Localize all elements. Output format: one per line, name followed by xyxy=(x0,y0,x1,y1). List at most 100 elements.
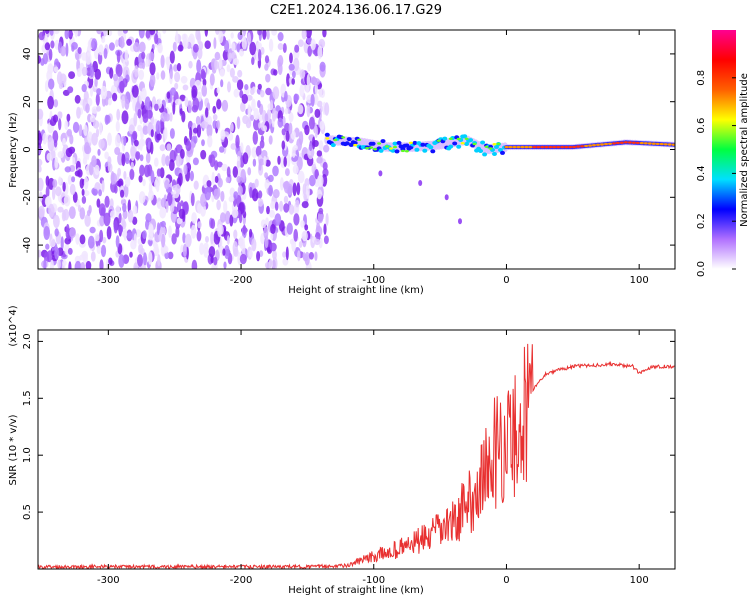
noise-blob xyxy=(282,43,287,53)
noise-blob xyxy=(67,247,73,255)
branch-blob xyxy=(418,180,423,186)
noise-blob xyxy=(99,121,103,135)
signal-peak xyxy=(325,137,330,140)
noise-blob xyxy=(46,152,52,162)
noise-blob xyxy=(264,113,269,123)
noise-blob xyxy=(134,65,139,78)
noise-blob xyxy=(269,209,275,218)
noise-blob xyxy=(83,142,90,154)
noise-blob xyxy=(43,259,47,269)
noise-blob xyxy=(219,69,225,77)
noise-blob xyxy=(223,261,227,269)
x-tick-label: -300 xyxy=(97,575,120,586)
noise-blob xyxy=(155,243,159,256)
noise-blob xyxy=(142,230,147,240)
x-tick-label: 0 xyxy=(503,575,509,586)
noise-blob xyxy=(144,96,151,111)
noise-blob xyxy=(268,135,273,145)
signal-peak xyxy=(353,143,358,147)
noise-blob xyxy=(192,157,199,166)
noise-blob xyxy=(92,120,100,129)
noise-blob xyxy=(115,39,119,48)
noise-blob xyxy=(123,183,129,198)
noise-blob xyxy=(139,154,144,162)
signal-core xyxy=(396,140,402,145)
noise-blob xyxy=(138,69,145,81)
noise-blob xyxy=(299,84,305,97)
colorbar-tick-label: 0.8 xyxy=(696,70,707,86)
noise-blob xyxy=(174,71,181,83)
noise-blob xyxy=(229,67,235,78)
noise-blob xyxy=(145,152,151,164)
noise-blob xyxy=(142,125,149,135)
noise-blob xyxy=(66,128,73,137)
signal-peak xyxy=(596,143,600,146)
noise-blob xyxy=(236,160,241,168)
heatmap-x-ticks: -300 -200 -100 0 100 xyxy=(97,30,649,286)
noise-blob xyxy=(169,128,175,139)
noise-blob xyxy=(90,114,96,123)
noise-blob xyxy=(200,121,208,129)
signal-core xyxy=(324,132,330,137)
signal-peak xyxy=(576,145,581,148)
signal-peak xyxy=(659,142,664,146)
noise-blob xyxy=(38,165,42,173)
noise-blob xyxy=(180,148,185,159)
noise-blob xyxy=(242,115,249,125)
signal-core xyxy=(344,141,350,146)
noise-blob xyxy=(226,235,230,245)
noise-blob xyxy=(299,69,306,79)
noise-blob xyxy=(195,115,201,126)
noise-blob xyxy=(121,217,126,227)
noise-blob xyxy=(166,91,171,99)
noise-blob xyxy=(166,192,173,206)
noise-blob xyxy=(107,162,113,173)
noise-blob xyxy=(38,55,41,64)
x-tick-label: -200 xyxy=(230,575,253,586)
heatmap-x-label: Height of straight line (km) xyxy=(288,285,424,296)
noise-blob xyxy=(185,140,192,152)
noise-blob xyxy=(295,199,300,208)
noise-blob xyxy=(218,224,224,235)
noise-blob xyxy=(118,212,122,224)
noise-blob xyxy=(133,42,140,53)
noise-blob xyxy=(298,131,304,146)
signal-peak xyxy=(663,143,668,146)
noise-blob xyxy=(145,30,151,39)
noise-blob xyxy=(220,129,226,140)
snr-y-label: SNR (10 * v/v) xyxy=(8,414,19,485)
noise-blob xyxy=(81,188,85,196)
noise-blob xyxy=(257,30,262,36)
x-tick-label: -100 xyxy=(362,275,385,286)
noise-blob xyxy=(250,87,255,95)
noise-blob xyxy=(235,134,240,149)
noise-blob xyxy=(44,196,50,207)
noise-blob xyxy=(317,174,324,188)
noise-blob xyxy=(263,155,267,166)
noise-blob xyxy=(159,167,165,179)
noise-blob xyxy=(183,164,188,175)
noise-blob xyxy=(112,73,119,82)
noise-blob xyxy=(288,122,293,135)
noise-blob xyxy=(230,32,234,39)
noise-blob xyxy=(277,62,283,75)
noise-blob xyxy=(216,99,222,110)
noise-blob xyxy=(233,88,240,98)
noise-blob xyxy=(282,181,289,190)
noise-blob xyxy=(108,257,113,265)
noise-blob xyxy=(45,185,50,199)
noise-blob xyxy=(305,30,312,39)
noise-blob xyxy=(160,220,166,228)
noise-blob xyxy=(272,256,278,269)
noise-blob xyxy=(228,52,233,63)
noise-blob xyxy=(232,166,238,178)
signal-peak xyxy=(333,138,338,142)
noise-blob xyxy=(205,236,209,243)
noise-blob xyxy=(289,238,295,245)
signal-peak xyxy=(584,144,589,148)
noise-blob xyxy=(38,249,42,258)
noise-blob xyxy=(62,260,67,267)
noise-blob xyxy=(297,104,304,115)
noise-blob xyxy=(133,112,138,127)
signal-core xyxy=(390,148,396,153)
